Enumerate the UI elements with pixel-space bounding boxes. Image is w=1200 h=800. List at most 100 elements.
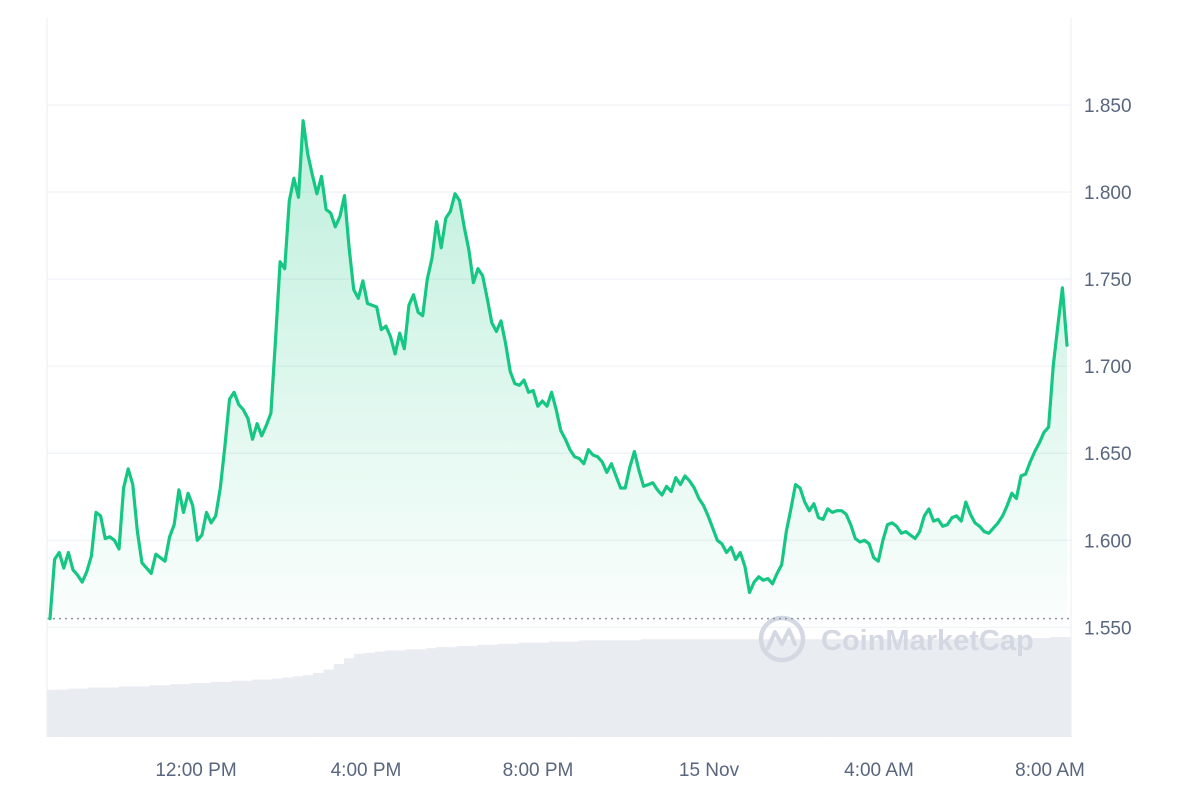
volume-bar	[282, 677, 294, 737]
watermark-text: CoinMarketCap	[821, 625, 1034, 657]
volume-bar	[528, 642, 540, 737]
y-tick-label: 1.700	[1084, 357, 1132, 378]
volume-bar	[538, 642, 550, 737]
volume-bar	[692, 639, 703, 737]
volume-bar	[241, 680, 253, 737]
volume-bar	[251, 679, 263, 737]
y-axis: 1.850 1.800 1.750 1.700 1.650 1.600 1.550	[1084, 96, 1132, 639]
volume-bar	[47, 689, 58, 737]
volume-bar	[354, 653, 366, 737]
volume-bar	[548, 641, 560, 737]
volume-bar	[1050, 637, 1062, 737]
volume-bar	[958, 638, 970, 737]
volume-bar	[364, 652, 376, 737]
volume-bar	[395, 650, 406, 737]
volume-bar	[948, 639, 959, 737]
volume-bar	[743, 639, 755, 737]
volume-bar	[640, 639, 652, 737]
volume-bar	[159, 685, 171, 737]
y-tick-label: 1.600	[1084, 531, 1132, 552]
volume-bar	[907, 639, 918, 737]
volume-bar	[876, 639, 888, 737]
volume-bar	[405, 649, 417, 737]
x-tick-label: 12:00 PM	[155, 760, 236, 781]
volume-bar	[855, 640, 867, 737]
volume-bar	[262, 679, 273, 737]
volume-bar	[589, 640, 601, 737]
volume-bar	[630, 640, 642, 737]
volume-bar	[804, 639, 816, 737]
x-tick-label: 4:00 AM	[844, 760, 914, 781]
volume-bar	[67, 688, 79, 737]
volume-bar	[518, 642, 529, 737]
volume-bar	[313, 672, 325, 737]
volume-bar	[620, 640, 632, 737]
volume-bar	[77, 688, 89, 737]
volume-bar	[794, 639, 806, 737]
volume-bar	[231, 680, 243, 737]
price-line[interactable]	[48, 119, 1069, 621]
volume-bar	[456, 645, 468, 737]
volume-bar	[446, 647, 458, 737]
volume-bar	[272, 678, 284, 737]
volume-bar	[579, 640, 591, 737]
volume-bar	[927, 639, 939, 737]
volume-bar	[200, 683, 212, 737]
y-tick-label: 1.850	[1084, 96, 1132, 117]
volume-bar	[436, 647, 447, 737]
volume-bar	[886, 639, 898, 737]
volume-bar	[323, 669, 335, 737]
volume-bar	[1060, 637, 1072, 737]
volume-bar	[774, 639, 785, 737]
volume-bar	[374, 651, 386, 737]
volume-bar	[139, 686, 150, 737]
volume-bar	[866, 640, 878, 737]
volume-bar	[210, 681, 222, 737]
volume-bar	[569, 641, 581, 737]
volume-bar	[733, 639, 744, 737]
x-tick-label: 15 Nov	[679, 760, 740, 781]
y-tick-label: 1.750	[1084, 270, 1132, 291]
volume-bar	[180, 684, 191, 737]
volume-bar	[896, 639, 908, 737]
volume-bar	[681, 639, 693, 737]
volume-bar	[87, 687, 99, 737]
volume-bar	[128, 686, 140, 737]
volume-bars	[47, 637, 1072, 737]
x-tick-label: 4:00 PM	[331, 760, 402, 781]
volume-bar	[651, 639, 662, 737]
volume-bar	[917, 639, 929, 737]
volume-bar	[1040, 638, 1052, 737]
volume-bar	[466, 645, 478, 737]
volume-bar	[968, 638, 980, 737]
volume-bar	[671, 639, 683, 737]
volume-bar	[425, 648, 437, 737]
price-area-fill	[50, 120, 1067, 619]
volume-bar	[169, 684, 181, 737]
volume-bar	[722, 639, 734, 737]
volume-bar	[610, 640, 622, 737]
volume-bar	[1019, 638, 1031, 737]
watermark: CoinMarketCap	[758, 615, 1034, 663]
volume-bar	[415, 649, 427, 737]
coinmarketcap-logo-mark	[766, 628, 797, 650]
volume-bar	[384, 650, 396, 737]
y-tick-label: 1.800	[1084, 183, 1132, 204]
volume-bar	[835, 639, 847, 737]
volume-bar	[753, 639, 765, 737]
volume-bar	[190, 683, 202, 737]
volume-bar	[815, 639, 826, 737]
volume-bar	[712, 639, 724, 737]
y-tick-label: 1.550	[1084, 618, 1132, 639]
volume-bar	[989, 638, 1000, 737]
volume-bar	[98, 687, 110, 737]
volume-bar	[477, 644, 488, 737]
volume-bar	[978, 638, 990, 737]
volume-bar	[487, 644, 499, 737]
volume-bar	[303, 675, 314, 737]
volume-bar	[221, 681, 232, 737]
volume-bar	[292, 676, 304, 737]
volume-bar	[559, 641, 570, 737]
volume-bar	[999, 638, 1011, 737]
